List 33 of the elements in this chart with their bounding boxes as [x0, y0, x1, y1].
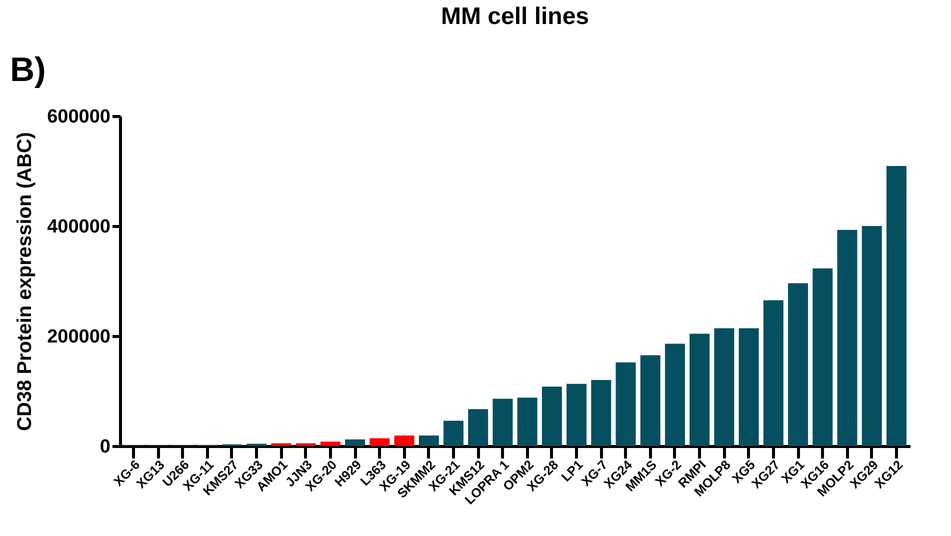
bar [738, 328, 759, 446]
bar [517, 398, 538, 446]
y-tick-label: 0 [100, 436, 110, 458]
bar [690, 334, 710, 446]
bar [418, 436, 439, 446]
bar [886, 166, 906, 446]
y-tick-label: 600000 [47, 106, 110, 128]
bar [616, 362, 636, 446]
y-tick-label: 400000 [47, 216, 110, 238]
bar [640, 355, 660, 446]
chart-title: MM cell lines [440, 3, 590, 30]
bar [271, 443, 292, 446]
bar [345, 439, 366, 446]
bar [862, 226, 882, 446]
bar [566, 384, 587, 446]
bar [763, 300, 784, 446]
text: B) [10, 51, 46, 89]
bar [542, 386, 562, 446]
bar [370, 438, 390, 446]
bar [320, 442, 340, 446]
bar [468, 409, 488, 446]
bar [664, 344, 685, 446]
bar [837, 230, 858, 446]
bar [443, 420, 464, 446]
y-axis-title: CD38 Protein expression (ABC) [14, 132, 36, 431]
bar [591, 380, 612, 446]
y-tick-label: 200000 [47, 326, 110, 348]
bar [492, 398, 513, 446]
bar [394, 436, 414, 446]
bar [812, 268, 833, 446]
bar [714, 328, 734, 446]
bar [296, 443, 316, 446]
bar [788, 283, 808, 446]
